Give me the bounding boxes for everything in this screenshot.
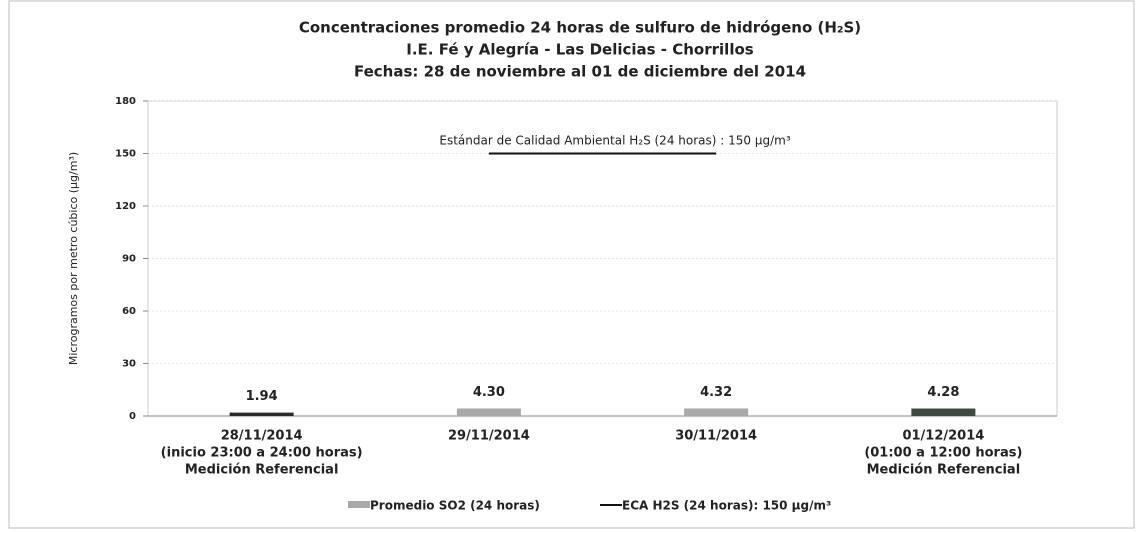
legend-label: Promedio SO2 (24 horas) — [370, 499, 540, 513]
x-tick-label: (01:00 a 12:00 horas) — [864, 446, 1022, 461]
chart-title: Concentraciones promedio 24 horas de sul… — [299, 19, 861, 37]
x-tick-label: 29/11/2014 — [448, 429, 530, 444]
bar — [911, 408, 976, 416]
x-tick-label: Medición Referencial — [185, 463, 339, 478]
x-tick-label: 30/11/2014 — [675, 429, 757, 444]
data-label: 4.30 — [473, 385, 505, 400]
y-tick-label: 60 — [122, 306, 136, 317]
y-tick-label: 0 — [129, 411, 136, 422]
bar — [684, 408, 749, 416]
y-tick-label: 180 — [115, 96, 136, 107]
x-tick-label: 01/12/2014 — [902, 429, 984, 444]
x-tick-label: Medición Referencial — [867, 463, 1021, 478]
data-label: 4.28 — [927, 385, 959, 400]
chart-title: I.E. Fé y Alegría - Las Delicias - Chorr… — [406, 41, 753, 59]
legend-swatch — [348, 501, 370, 508]
chart-title: Fechas: 28 de noviembre al 01 de diciemb… — [354, 63, 806, 81]
annotation: Estándar de Calidad Ambiental H₂S (24 ho… — [439, 134, 790, 148]
bar — [456, 408, 521, 416]
y-tick-label: 30 — [122, 359, 136, 370]
data-label: 4.32 — [700, 385, 732, 400]
x-tick-label: (inicio 23:00 a 24:00 horas) — [161, 446, 363, 461]
y-tick-label: 90 — [122, 254, 136, 265]
frame — [8, 0, 1135, 529]
bar — [229, 412, 294, 416]
y-tick-label: 120 — [115, 201, 136, 212]
x-tick-label: 28/11/2014 — [221, 429, 303, 444]
legend-label: ECA H2S (24 horas): 150 µg/m³ — [622, 499, 831, 513]
y-axis-label: Microgramos por metro cúbico (µg/m³) — [67, 152, 80, 365]
data-label: 1.94 — [246, 389, 278, 404]
y-tick-label: 150 — [115, 149, 136, 160]
